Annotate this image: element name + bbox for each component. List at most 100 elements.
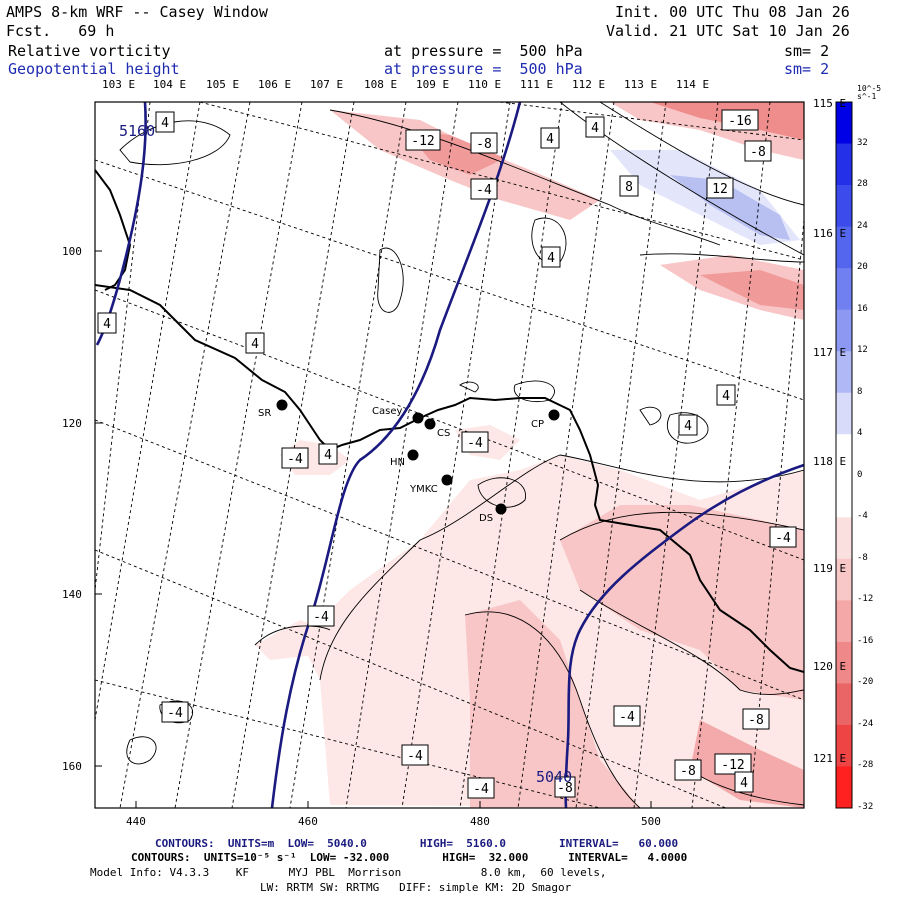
field2-smooth: sm= 2 [784, 60, 830, 78]
colorbar-swatch [836, 309, 852, 352]
height-label-5160: 5160 [119, 122, 155, 140]
colorbar-swatch [836, 434, 852, 477]
colorbar-frame [835, 101, 853, 809]
svg-text:4: 4 [547, 251, 555, 266]
station-label-cp: CP [531, 419, 544, 430]
station-dot-ymkc[interactable] [441, 474, 453, 486]
lon-label-right: 120 E [813, 660, 847, 673]
vort-label: -12 [714, 753, 752, 775]
station-dot-ds[interactable] [495, 503, 507, 515]
meridian [345, 102, 459, 808]
colorbar-units: 10^-5 s^-1 [857, 84, 882, 101]
lon-label: 108 E [364, 78, 398, 91]
colorbar-swatch [836, 558, 852, 601]
vort-label: -4 [401, 744, 429, 766]
colorbar [835, 101, 853, 809]
lon-label: 105 E [206, 78, 240, 91]
colorbar-swatch [836, 268, 852, 311]
lon-label-right: 116 E [813, 227, 847, 240]
contour-line [254, 625, 331, 646]
contour-line [639, 253, 804, 263]
vort-label: -4 [769, 526, 797, 548]
field2-level: at pressure = 500 hPa [384, 60, 583, 78]
parallel [95, 159, 804, 401]
height-contour-5040 [564, 463, 804, 808]
contour-line [459, 381, 479, 393]
station-label-ymkc: YMKC [409, 484, 438, 495]
svg-text:4: 4 [684, 419, 692, 434]
vort-label: -4 [613, 705, 641, 727]
meridian [691, 102, 771, 808]
vort-label: 4 [97, 312, 117, 334]
station-dot-cs[interactable] [424, 418, 436, 430]
lon-label: 112 E [572, 78, 606, 91]
neg-vort-patch-southwest [255, 620, 330, 660]
vort-label: -8 [674, 759, 702, 781]
station-dot-sr[interactable] [276, 399, 288, 411]
station-labels: SR Casey CS HN YMKC DS CP [258, 406, 544, 524]
stations [276, 399, 560, 515]
colorbar-swatch [836, 143, 852, 186]
colorbar-label: -12 [857, 594, 874, 605]
lon-label: 114 E [676, 78, 710, 91]
station-dot-casey[interactable] [412, 412, 424, 424]
y-tick-label: 160 [62, 760, 82, 773]
meridian [517, 102, 615, 808]
height-contour-5100 [270, 102, 522, 808]
vort-label: -8 [742, 708, 770, 730]
meridian [633, 102, 719, 808]
vort-label: 4 [540, 127, 560, 149]
colorbar-swatch [836, 766, 852, 809]
colorbar-label: -16 [857, 635, 874, 646]
colorbar-label: 28 [857, 179, 868, 190]
pos-vort-core [670, 175, 790, 240]
lon-label: 103 E [102, 78, 136, 91]
svg-text:-8: -8 [476, 137, 492, 152]
station-label-ds: DS [479, 513, 493, 524]
colorbar-label: 4 [857, 428, 863, 439]
neg-vort-east-core [700, 270, 804, 310]
parallel [95, 289, 804, 561]
lon-label-right: 119 E [813, 562, 847, 575]
lon-label-right: 115 E [813, 97, 847, 110]
colorbar-label: -20 [857, 677, 874, 688]
y-tick-label: 100 [62, 245, 82, 258]
svg-text:4: 4 [546, 132, 554, 147]
field1-level: at pressure = 500 hPa [384, 42, 583, 60]
svg-text:-4: -4 [473, 782, 489, 797]
station-label-sr: SR [258, 408, 271, 419]
lon-label: 113 E [624, 78, 658, 91]
svg-text:4: 4 [740, 776, 748, 791]
field1-name: Relative vorticity [8, 42, 171, 60]
svg-text:4: 4 [722, 389, 730, 404]
vort-label: 4 [245, 332, 265, 354]
svg-text:-4: -4 [167, 706, 183, 721]
station-dot-cp[interactable] [548, 409, 560, 421]
colorbar-label: 32 [857, 137, 868, 148]
colorbar-label: -4 [857, 511, 868, 522]
vort-label: -8 [554, 776, 576, 798]
lon-label: 111 E [520, 78, 554, 91]
colorbar-swatch [836, 351, 852, 394]
x-tick-label: 480 [470, 815, 490, 828]
vort-label: -4 [307, 605, 335, 627]
colorbar-label: 24 [857, 220, 868, 231]
station-label-hn: HN [390, 457, 405, 468]
svg-text:-12: -12 [721, 758, 744, 773]
colorbar-swatch [836, 724, 852, 767]
svg-text:-16: -16 [728, 114, 751, 129]
vort-label: 4 [318, 443, 338, 465]
contour-line [377, 247, 404, 313]
station-dot-hn[interactable] [407, 449, 419, 461]
meridian [459, 102, 563, 808]
lon-label-right: 121 E [813, 752, 847, 765]
svg-text:-4: -4 [467, 436, 483, 451]
footer-height-contours: CONTOURS: UNITS=m LOW= 5040.0 HIGH= 5160… [155, 837, 679, 850]
svg-text:-4: -4 [407, 749, 423, 764]
svg-text:-4: -4 [287, 452, 303, 467]
field2-name: Geopotential height [8, 60, 180, 78]
x-tick-label: 440 [126, 815, 146, 828]
svg-text:4: 4 [161, 116, 169, 131]
vort-label: -4 [161, 701, 189, 723]
colorbar-label: -8 [857, 552, 868, 563]
